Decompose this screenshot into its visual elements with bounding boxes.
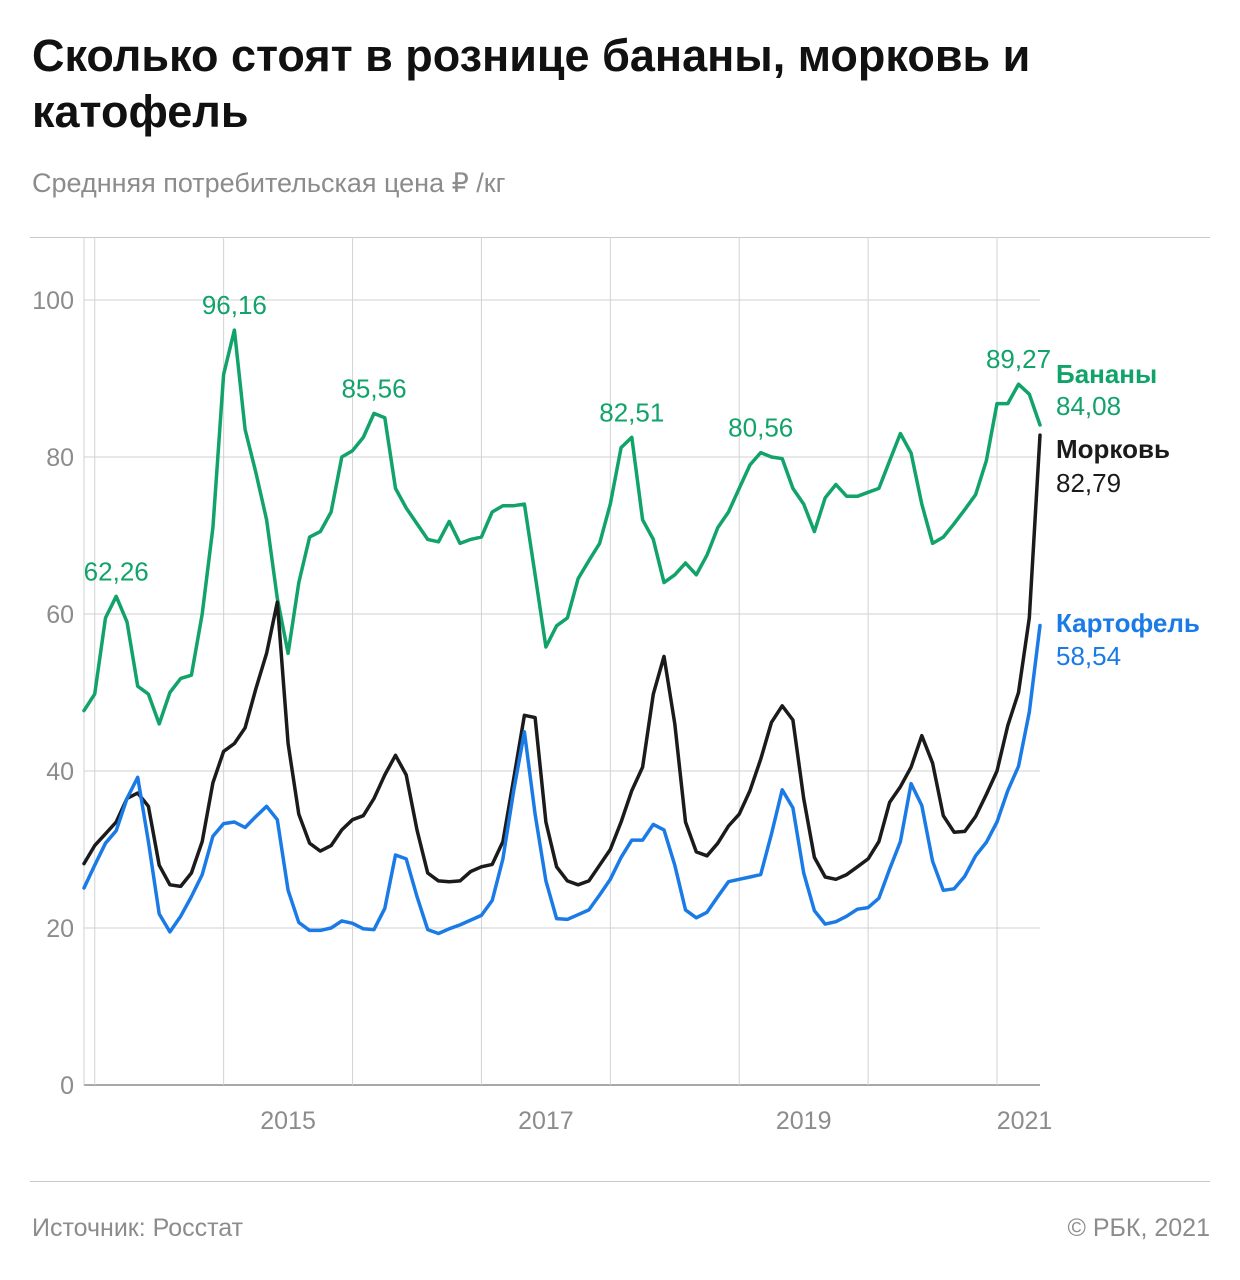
x-tick-label: 2015 bbox=[260, 1107, 316, 1135]
y-tick-label: 60 bbox=[46, 601, 74, 629]
y-tick-label: 20 bbox=[46, 915, 74, 943]
data-label-bananas: 80,56 bbox=[728, 413, 793, 443]
series-name-potatoes: Картофель bbox=[1056, 608, 1200, 638]
series-end-value-carrots: 82,79 bbox=[1056, 468, 1121, 498]
data-label-bananas: 82,51 bbox=[599, 397, 664, 427]
series-name-bananas: Бананы bbox=[1056, 359, 1157, 389]
y-tick-label: 100 bbox=[32, 287, 74, 315]
data-label-bananas: 96,16 bbox=[202, 290, 267, 320]
series-line-bananas bbox=[82, 328, 1042, 726]
y-tick-label: 80 bbox=[46, 444, 74, 472]
series-line-potatoes bbox=[82, 623, 1042, 936]
data-label-bananas: 85,56 bbox=[341, 373, 406, 403]
top-divider bbox=[30, 237, 1210, 238]
y-tick-label: 40 bbox=[46, 758, 74, 786]
source-note: Источник: Росстат bbox=[32, 1214, 244, 1242]
data-label-bananas: 89,27 bbox=[986, 344, 1051, 374]
page-title: Сколько стоят в рознице бананы, морковь … bbox=[32, 30, 1031, 137]
series-line-carrots bbox=[82, 433, 1042, 889]
x-tick-label: 2017 bbox=[518, 1107, 574, 1135]
series-end-value-bananas: 84,08 bbox=[1056, 391, 1121, 421]
data-label-bananas: 62,26 bbox=[84, 556, 149, 586]
y-tick-label: 0 bbox=[60, 1072, 74, 1100]
bottom-divider bbox=[30, 1181, 1210, 1182]
tick-layer: 0 20 40 60 80 100 2015 2017 2019 2021 bbox=[32, 287, 1052, 1135]
series-name-carrots: Морковь bbox=[1056, 434, 1170, 464]
copyright: © РБК, 2021 bbox=[1067, 1214, 1210, 1242]
series-layer bbox=[82, 328, 1042, 936]
chart-subtitle: Среднняя потребительская цена ₽ /кг bbox=[32, 168, 506, 198]
x-tick-label: 2019 bbox=[776, 1107, 832, 1135]
series-end-value-potatoes: 58,54 bbox=[1056, 641, 1121, 671]
x-tick-label: 2021 bbox=[997, 1107, 1053, 1135]
